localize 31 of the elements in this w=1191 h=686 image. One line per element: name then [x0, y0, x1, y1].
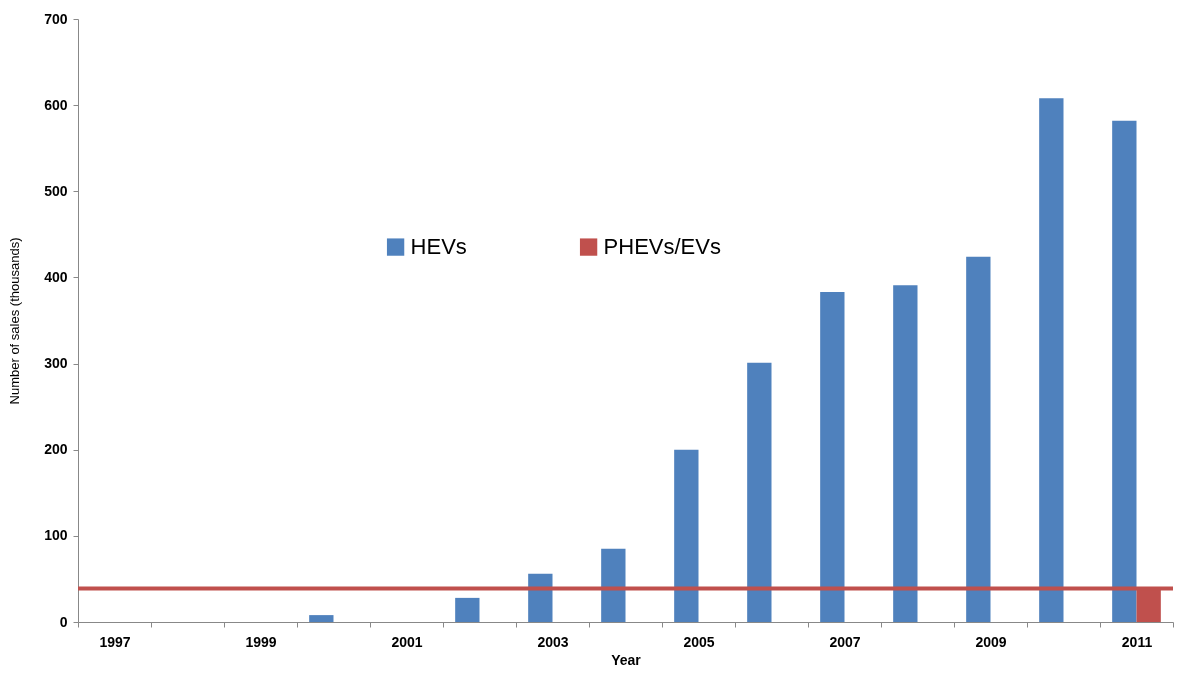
bar	[820, 292, 845, 622]
y-tick-label: 700	[44, 10, 68, 27]
legend-label: PHEVs/EVs	[603, 234, 721, 260]
x-tick-label: 2001	[391, 633, 423, 650]
bar	[528, 573, 553, 622]
y-tick-label: 0	[59, 613, 68, 630]
bar	[1112, 120, 1137, 622]
bar	[747, 362, 772, 622]
y-tick-label: 100	[44, 527, 68, 544]
bar	[1039, 98, 1064, 622]
y-tick-label: 300	[44, 355, 68, 372]
x-tick-label: 2003	[537, 633, 569, 650]
bar	[309, 615, 334, 622]
x-tick-label: 2009	[975, 633, 1007, 650]
x-axis-title: Year	[611, 651, 642, 668]
y-tick-label: 400	[44, 268, 68, 285]
bar	[966, 256, 991, 622]
bar	[893, 285, 918, 622]
bar	[674, 449, 699, 622]
y-axis-title: Number of sales (thousands)	[7, 237, 23, 405]
y-tick-label: 200	[44, 441, 68, 458]
y-tick-label: 500	[44, 182, 68, 199]
x-tick-label: 1997	[99, 633, 131, 650]
x-tick-label: 2011	[1121, 633, 1153, 650]
x-tick-label: 1999	[245, 633, 277, 650]
x-tick-label: 2005	[683, 633, 715, 650]
bar	[601, 548, 626, 622]
legend-label: HEVs	[410, 234, 467, 260]
bar	[455, 597, 480, 622]
y-tick-label: 600	[44, 96, 68, 113]
x-tick-label: 2007	[829, 633, 861, 650]
